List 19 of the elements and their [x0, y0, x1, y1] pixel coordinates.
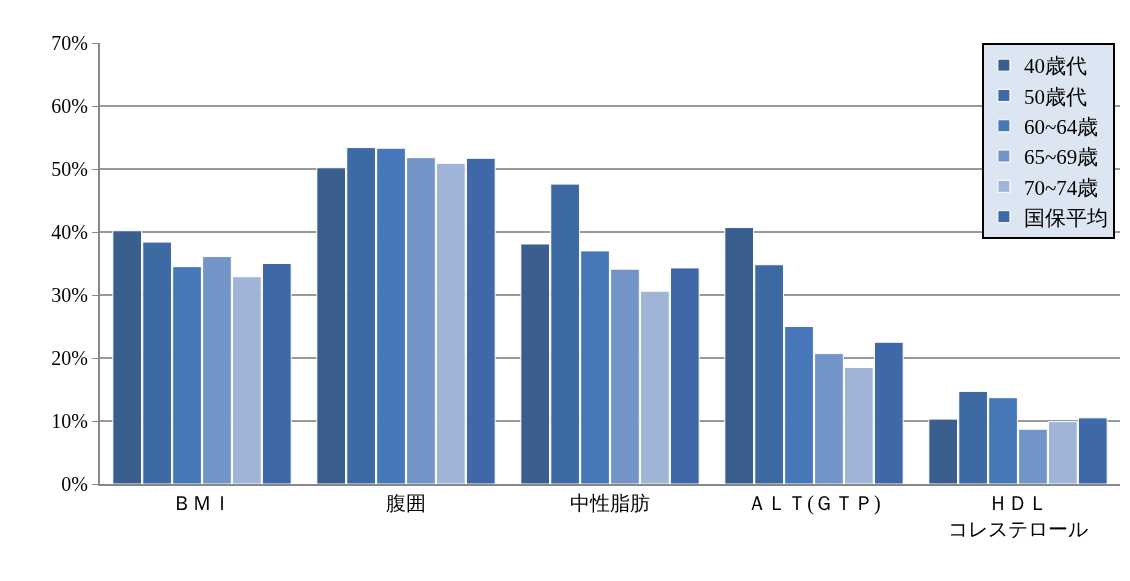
y-tick-label: 50%	[51, 158, 88, 180]
y-tick-label: 60%	[51, 95, 88, 117]
x-tick-label: 中性脂肪	[570, 492, 650, 514]
y-tick-label: 30%	[51, 284, 88, 306]
legend-label: 60~64歳	[1023, 114, 1099, 139]
x-tick-label: ＡＬＴ(ＧＴＰ)	[747, 492, 881, 515]
y-tick-label: 10%	[51, 410, 88, 432]
legend-label: 70~74歳	[1023, 175, 1099, 200]
x-tick-label: ＨＤＬコレステロール	[948, 492, 1088, 540]
x-tick-label: ＢＭＩ	[172, 492, 232, 514]
legend-label: 50歳代	[1023, 84, 1087, 109]
x-tick-label: 腹囲	[386, 492, 426, 514]
legend-label: 65~69歳	[1023, 145, 1099, 170]
y-tick-label: 70%	[51, 32, 88, 54]
y-tick-label: 40%	[51, 221, 88, 243]
y-tick-label: 0%	[61, 473, 88, 495]
legend-label: 国保平均	[1023, 205, 1108, 230]
legend-label: 40歳代	[1023, 54, 1087, 79]
y-tick-label: 20%	[51, 347, 88, 369]
